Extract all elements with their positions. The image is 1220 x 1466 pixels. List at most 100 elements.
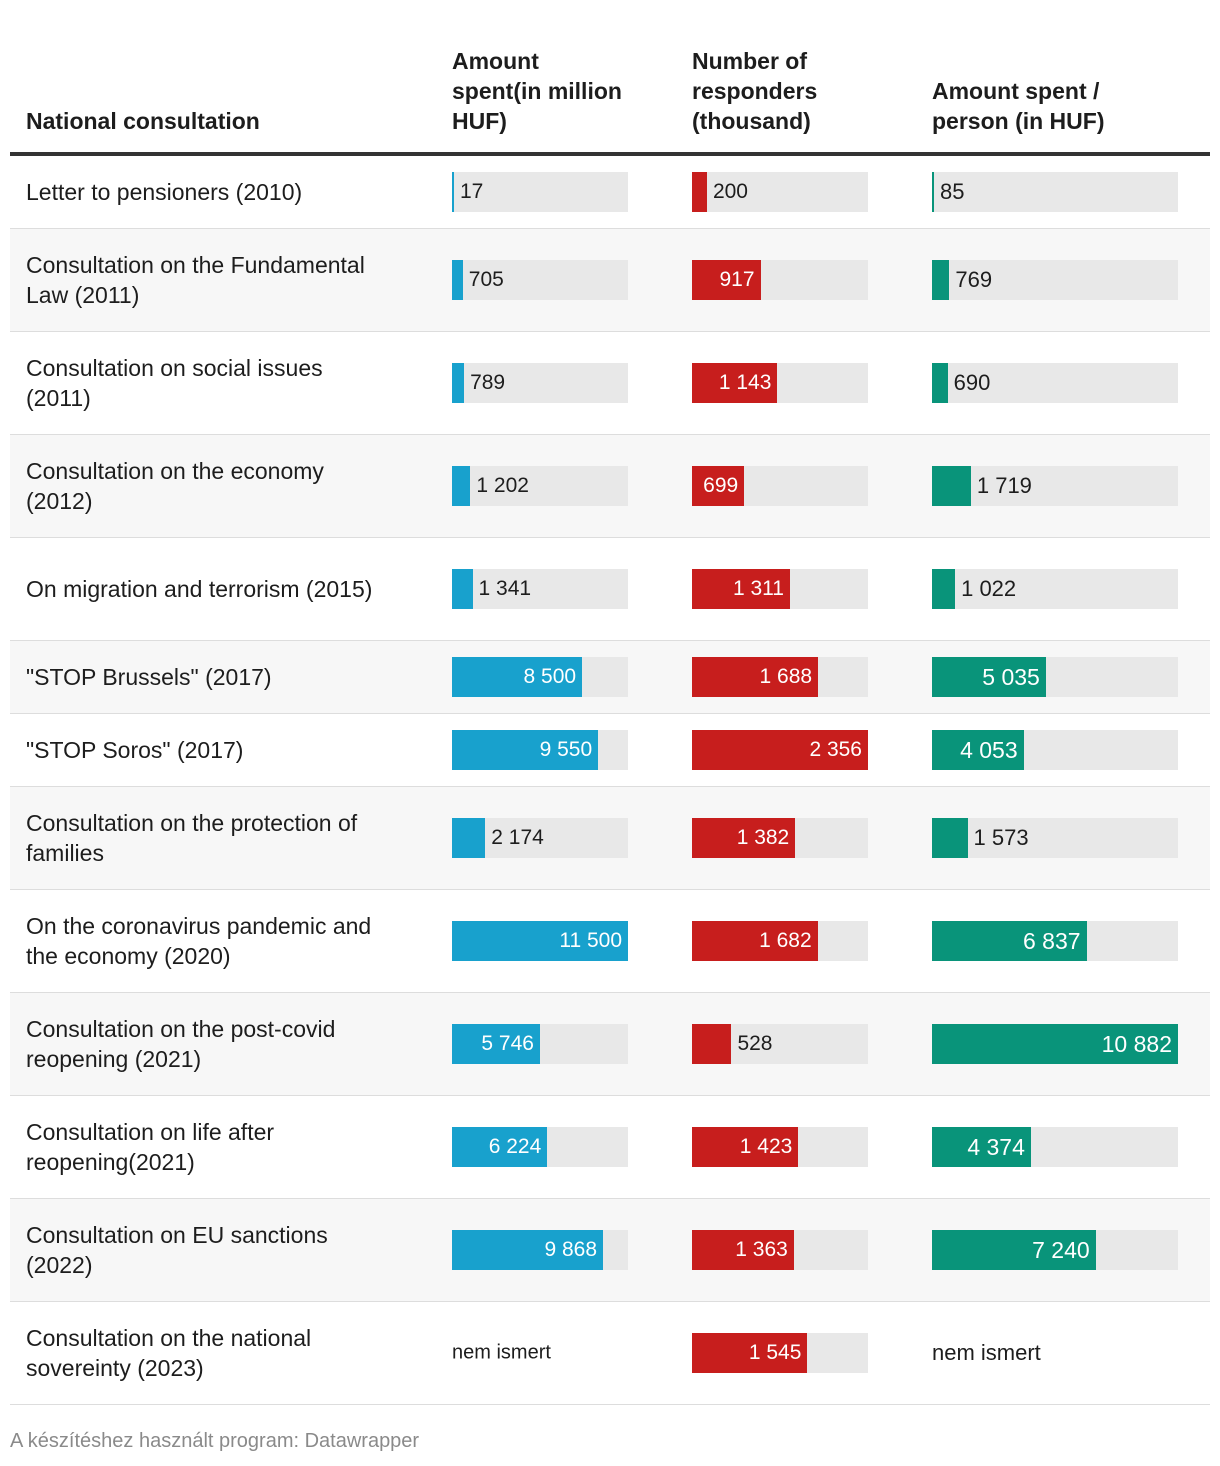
per-person-value-label: 7 240 — [1032, 1237, 1090, 1263]
spent-bar — [452, 730, 599, 770]
header-number-of-responders: Number of responders (thousand) — [692, 48, 818, 134]
responders-cell: 528 — [692, 1024, 868, 1064]
per-person-value-label: 1 719 — [976, 473, 1032, 498]
consultation-name: Consultation on the protection of famili… — [26, 810, 358, 866]
responders-value-label: 1 688 — [759, 665, 813, 688]
header-divider — [10, 152, 1210, 156]
table-row: Consultation on social issues (2011) 789 1… — [10, 332, 1210, 435]
per-person-bar — [932, 363, 948, 403]
per-person-cell: 85 — [932, 172, 1178, 212]
consultation-name: On the coronavirus pandemic and the econ… — [26, 913, 372, 969]
responders-bar — [692, 1230, 794, 1270]
per-person-value-label: 6 837 — [1023, 928, 1081, 954]
spent-cell: 11 500 — [452, 921, 628, 961]
responders-value-label: 699 — [703, 474, 739, 497]
responders-cell: 1 382 — [692, 818, 868, 858]
per-person-track — [932, 363, 1178, 403]
spent-bar — [452, 1230, 604, 1270]
responders-cell: 1 311 — [692, 569, 868, 609]
per-person-track — [932, 260, 1178, 300]
responders-value-label: 1 311 — [732, 577, 784, 600]
responders-value-label: 1 682 — [759, 929, 812, 952]
per-person-value-label: 769 — [955, 267, 993, 292]
per-person-bar — [932, 172, 934, 212]
spent-bar — [452, 1127, 548, 1167]
spent-cell: 789 — [452, 363, 628, 403]
consultation-name: Consultation on EU sanctions (2022) — [26, 1222, 328, 1278]
responders-bar — [692, 363, 778, 403]
per-person-value-label: 10 882 — [1101, 1031, 1172, 1057]
spent-cell: 1 341 — [452, 569, 628, 609]
consultation-name: On migration and terrorism (2015) — [26, 576, 373, 602]
per-person-value-label: 4 374 — [967, 1134, 1025, 1160]
responders-bar — [692, 921, 818, 961]
spent-bar — [452, 569, 473, 609]
responders-bar — [692, 466, 745, 506]
responders-bar — [692, 1024, 732, 1064]
per-person-cell: 690 — [932, 363, 1178, 403]
spent-track — [452, 466, 628, 506]
responders-cell: 917 — [692, 260, 868, 300]
per-person-cell: 7 240 — [932, 1230, 1178, 1270]
consultation-name: Consultation on the economy (2012) — [26, 458, 324, 514]
table-row: Consultation on the Fundamental Law (201… — [10, 229, 1210, 332]
spent-bar — [452, 466, 471, 506]
spent-bar — [452, 818, 486, 858]
consultation-name: Consultation on the Fundamental Law (201… — [26, 252, 365, 308]
responders-value-label: 200 — [712, 180, 748, 203]
per-person-value-label: 85 — [940, 179, 965, 204]
table-row: "STOP Brussels" (2017) 8 500 1 688 5 035 — [10, 641, 1210, 714]
per-person-value-label: 4 053 — [960, 737, 1018, 763]
consultation-name: Consultation on the national sovereinty … — [26, 1325, 312, 1381]
consultation-name: Letter to pensioners (2010) — [26, 179, 303, 205]
value-not-known: nem ismert — [452, 1341, 551, 1364]
spent-value-label: 6 224 — [488, 1135, 542, 1158]
spent-value-label: 8 500 — [523, 665, 577, 688]
spent-value-label: 11 500 — [559, 929, 622, 952]
per-person-bar — [932, 657, 1046, 697]
table-body: Letter to pensioners (2010) 17 200 85 Consul… — [10, 156, 1210, 1405]
responders-cell: 1 143 — [692, 363, 868, 403]
table-row: Consultation on the protection of famili… — [10, 787, 1210, 890]
per-person-bar — [932, 1230, 1096, 1270]
table-row: Consultation on the national sovereinty … — [10, 1302, 1210, 1405]
responders-bar — [692, 657, 819, 697]
responders-cell: 1 688 — [692, 657, 868, 697]
responders-value-label: 917 — [719, 268, 755, 291]
spent-value-label: 789 — [470, 371, 506, 394]
responders-bar — [692, 1333, 808, 1373]
responders-cell: 699 — [692, 466, 868, 506]
consultation-name: Consultation on the post-covid reopening… — [26, 1016, 336, 1072]
per-person-cell: 5 035 — [932, 657, 1178, 697]
spent-value-label: 9 550 — [539, 738, 593, 761]
spent-value-label: 1 341 — [478, 577, 532, 600]
spent-bar — [452, 921, 628, 961]
spent-cell: 1 202 — [452, 466, 628, 506]
table-row: Letter to pensioners (2010) 17 200 85 — [10, 156, 1210, 229]
spent-cell: 2 174 — [452, 818, 628, 858]
header-amount-per-person: Amount spent / person (in HUF) — [932, 78, 1105, 134]
per-person-track — [932, 466, 1178, 506]
spent-track — [452, 260, 628, 300]
consultation-name: Consultation on social issues (2011) — [26, 355, 323, 411]
responders-cell: 1 545 — [692, 1333, 868, 1373]
spent-bar — [452, 363, 465, 403]
table-row: Consultation on life after reopening(202… — [10, 1096, 1210, 1199]
spent-bar — [452, 172, 454, 212]
spent-value-label: 9 868 — [544, 1238, 598, 1261]
spent-bar — [452, 260, 463, 300]
per-person-bar — [932, 569, 956, 609]
responders-bar — [692, 172, 707, 212]
per-person-cell: 769 — [932, 260, 1178, 300]
spent-bar — [452, 1024, 540, 1064]
responders-value-label: 1 382 — [736, 826, 790, 849]
spent-track — [452, 569, 628, 609]
responders-value-label: 1 545 — [748, 1341, 802, 1364]
credit-footer: A készítéshez használt program: Datawrap… — [10, 1430, 420, 1452]
responders-track — [692, 172, 868, 212]
table-row: On migration and terrorism (2015) 1 341 1 … — [10, 538, 1210, 641]
table-row: "STOP Soros" (2017) 9 550 2 356 4 053 — [10, 714, 1210, 787]
responders-bar — [692, 1127, 799, 1167]
per-person-bar — [932, 466, 971, 506]
responders-value-label: 528 — [737, 1032, 773, 1055]
